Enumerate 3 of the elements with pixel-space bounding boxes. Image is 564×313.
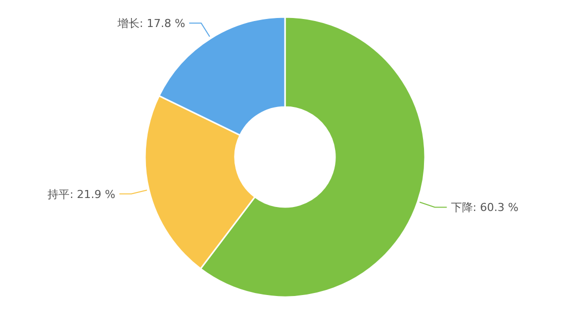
slice-label: 下降: 60.3 % [450,201,518,214]
slice-label: 增长: 17.8 % [116,17,186,30]
slice-label: 持平: 21.9 % [48,188,116,201]
